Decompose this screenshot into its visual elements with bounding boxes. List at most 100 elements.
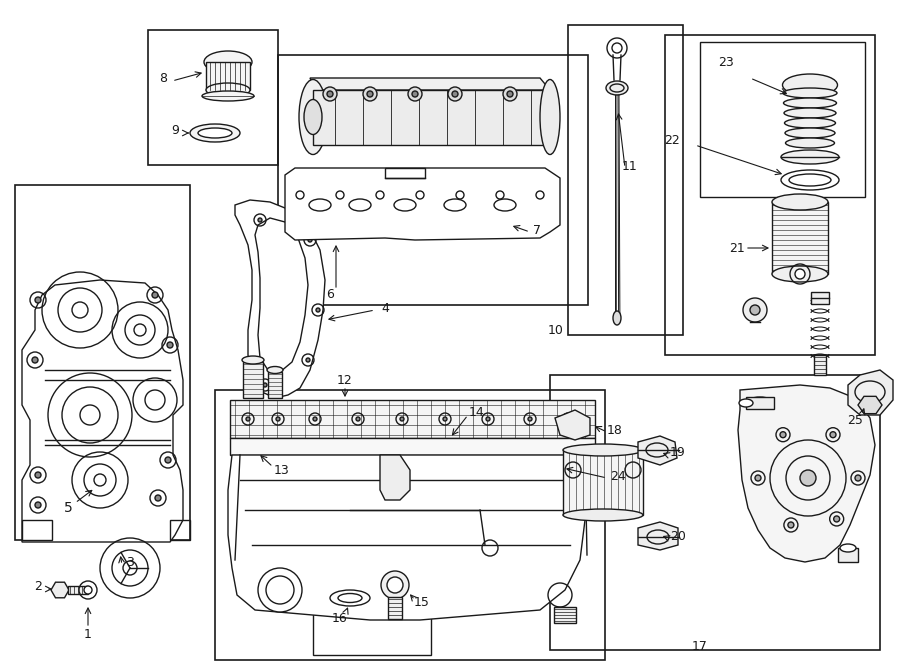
Ellipse shape [647, 530, 669, 544]
Bar [665, 35, 875, 355]
Bar [568, 25, 683, 335]
Polygon shape [235, 200, 325, 398]
Circle shape [743, 298, 767, 322]
Polygon shape [638, 522, 678, 550]
Circle shape [755, 475, 761, 481]
Circle shape [566, 417, 570, 421]
Ellipse shape [746, 397, 774, 409]
Bar [550, 375, 880, 650]
Circle shape [408, 87, 422, 101]
Text: 9: 9 [171, 124, 179, 137]
Text: 3: 3 [126, 555, 134, 568]
Text: 24: 24 [610, 471, 626, 483]
Circle shape [367, 91, 373, 97]
Circle shape [363, 87, 377, 101]
Circle shape [152, 292, 158, 298]
Ellipse shape [840, 544, 856, 552]
Bar [313, 565, 431, 655]
Ellipse shape [782, 74, 838, 96]
Circle shape [356, 417, 360, 421]
Bar [206, 62, 250, 90]
Circle shape [266, 576, 294, 604]
Circle shape [830, 432, 836, 438]
Ellipse shape [784, 98, 836, 108]
Ellipse shape [198, 128, 232, 138]
Circle shape [327, 91, 333, 97]
Text: 13: 13 [274, 463, 290, 477]
Bar [278, 55, 588, 305]
Circle shape [381, 571, 409, 599]
Text: 20: 20 [670, 531, 686, 543]
Ellipse shape [781, 150, 839, 164]
Text: 25: 25 [847, 414, 863, 426]
Text: 18: 18 [608, 424, 623, 436]
Polygon shape [22, 280, 183, 542]
Polygon shape [313, 90, 550, 145]
Circle shape [795, 269, 805, 279]
Ellipse shape [786, 138, 834, 148]
Ellipse shape [646, 443, 668, 457]
Ellipse shape [206, 83, 250, 97]
Circle shape [35, 297, 41, 303]
Ellipse shape [613, 311, 621, 325]
Circle shape [165, 457, 171, 463]
Text: 4: 4 [381, 301, 389, 315]
Polygon shape [285, 168, 560, 240]
Circle shape [486, 417, 490, 421]
Polygon shape [380, 455, 410, 500]
Bar [22, 520, 52, 540]
Bar [388, 597, 402, 619]
Circle shape [780, 432, 786, 438]
Polygon shape [638, 436, 677, 465]
Ellipse shape [781, 170, 839, 190]
Circle shape [276, 417, 280, 421]
Bar [700, 42, 865, 197]
Circle shape [400, 417, 404, 421]
Ellipse shape [304, 100, 322, 134]
Ellipse shape [338, 594, 362, 602]
Ellipse shape [606, 81, 628, 95]
Circle shape [443, 417, 447, 421]
Text: 10: 10 [548, 323, 564, 336]
Polygon shape [228, 455, 594, 620]
Ellipse shape [789, 174, 831, 186]
Text: 2: 2 [34, 580, 42, 592]
Text: 19: 19 [670, 446, 686, 459]
Polygon shape [848, 370, 893, 415]
Ellipse shape [784, 108, 836, 118]
Text: 17: 17 [692, 641, 708, 654]
Circle shape [855, 475, 861, 481]
Ellipse shape [772, 266, 828, 282]
Circle shape [528, 417, 532, 421]
Text: 16: 16 [332, 611, 348, 625]
Circle shape [35, 472, 41, 478]
Circle shape [788, 522, 794, 528]
Circle shape [308, 238, 312, 242]
Polygon shape [310, 78, 550, 90]
Circle shape [387, 577, 403, 593]
Bar [385, 168, 425, 178]
Ellipse shape [785, 128, 835, 138]
Circle shape [750, 305, 760, 315]
Bar [148, 30, 278, 165]
Bar [170, 520, 190, 540]
Bar [15, 185, 190, 540]
Ellipse shape [739, 399, 753, 407]
Text: 8: 8 [159, 71, 167, 85]
Ellipse shape [783, 88, 837, 98]
Ellipse shape [540, 79, 560, 155]
Circle shape [507, 91, 513, 97]
Text: 7: 7 [533, 223, 541, 237]
Text: 6: 6 [326, 288, 334, 301]
Circle shape [167, 342, 173, 348]
Circle shape [246, 417, 250, 421]
Ellipse shape [190, 124, 240, 142]
Ellipse shape [202, 91, 254, 101]
Ellipse shape [563, 509, 643, 521]
Ellipse shape [267, 366, 283, 373]
Bar [68, 586, 88, 594]
Circle shape [452, 91, 458, 97]
Text: 21: 21 [729, 241, 745, 254]
Circle shape [306, 358, 310, 362]
Circle shape [448, 87, 462, 101]
